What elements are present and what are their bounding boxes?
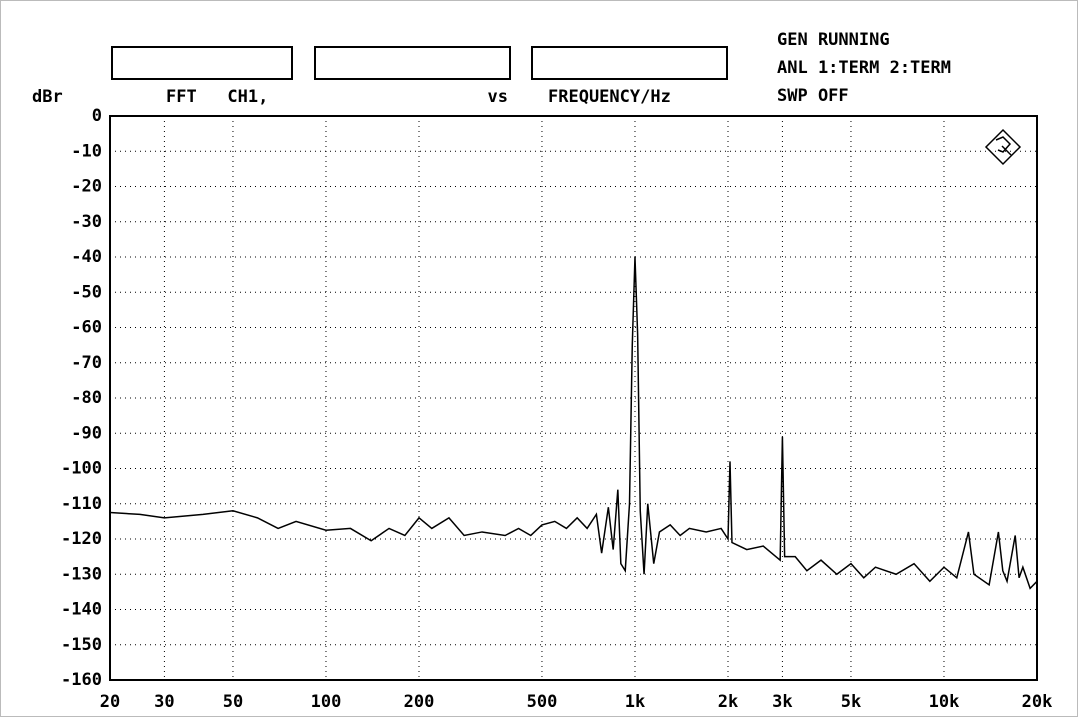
x-tick-label: 100	[311, 692, 342, 712]
header-text: FFT CH1,	[166, 87, 268, 107]
y-tick-label: 0	[92, 106, 102, 126]
y-tick-label: -20	[71, 177, 102, 197]
status-text: SWP OFF	[777, 86, 849, 106]
x-tick-label: 20k	[1022, 692, 1053, 712]
y-tick-label: -60	[71, 318, 102, 338]
y-tick-label: -40	[71, 247, 102, 267]
y-tick-label: -150	[61, 635, 102, 655]
logo	[984, 128, 1022, 166]
y-tick-label: -30	[71, 212, 102, 232]
y-tick-label: -100	[61, 459, 102, 479]
header-box	[314, 46, 511, 80]
x-tick-label: 5k	[841, 692, 861, 712]
x-tick-label: 50	[223, 692, 243, 712]
y-tick-label: -50	[71, 282, 102, 302]
y-tick-label: -10	[71, 141, 102, 161]
status-text: ANL 1:TERM 2:TERM	[777, 58, 951, 78]
header-text: vs	[488, 87, 508, 107]
y-tick-label: -70	[71, 353, 102, 373]
y-axis-label: dBr	[32, 87, 63, 107]
x-tick-label: 500	[527, 692, 558, 712]
x-tick-label: 3k	[772, 692, 792, 712]
y-tick-label: -90	[71, 423, 102, 443]
y-tick-label: -110	[61, 494, 102, 514]
x-tick-label: 1k	[625, 692, 645, 712]
x-tick-label: 2k	[718, 692, 738, 712]
x-tick-label: 30	[154, 692, 174, 712]
x-tick-label: 10k	[929, 692, 960, 712]
y-tick-label: -130	[61, 564, 102, 584]
x-tick-label: 200	[404, 692, 435, 712]
header-box	[531, 46, 728, 80]
plot-frame	[109, 115, 1038, 681]
y-tick-label: -160	[61, 670, 102, 690]
x-tick-label: 20	[100, 692, 120, 712]
y-tick-label: -140	[61, 600, 102, 620]
header-box	[111, 46, 293, 80]
spectrum-line	[109, 256, 1038, 590]
status-text: GEN RUNNING	[777, 30, 890, 50]
header-text: FREQUENCY/Hz	[548, 87, 671, 107]
y-tick-label: -120	[61, 529, 102, 549]
y-tick-label: -80	[71, 388, 102, 408]
